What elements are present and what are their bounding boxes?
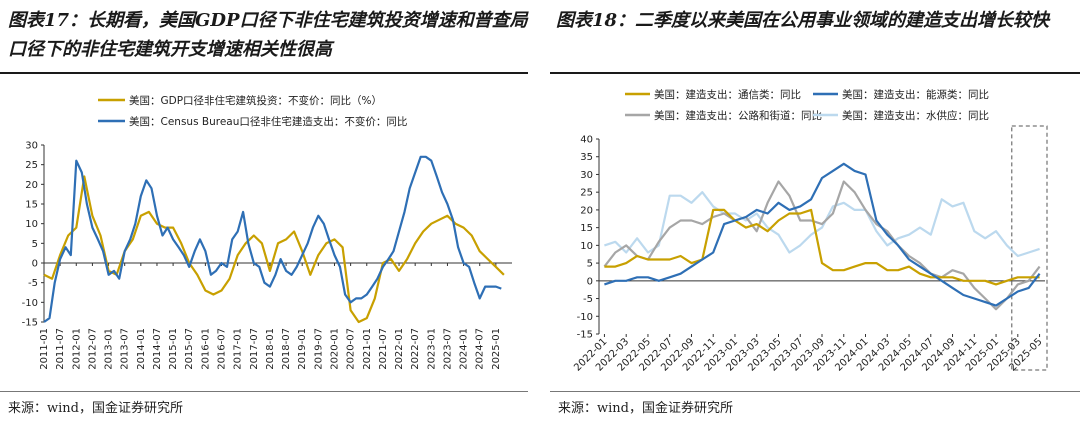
- y-tick-label: 30: [25, 141, 38, 152]
- right-source-rule: [550, 391, 1080, 392]
- y-tick-label: 25: [25, 160, 38, 171]
- x-tick-label: 2021-07: [378, 328, 389, 370]
- y-tick-label: 5: [587, 259, 593, 270]
- x-tick-label: 2023-07: [442, 328, 453, 370]
- y-tick-label: 20: [580, 205, 593, 216]
- y-tick-label: -5: [583, 294, 593, 305]
- y-tick-label: 20: [25, 180, 38, 191]
- x-tick-label: 2022-07: [410, 328, 421, 370]
- legend-label-4: 美国：建造支出：水供应：同比: [842, 109, 989, 122]
- y-tick-label: 10: [25, 219, 38, 230]
- x-tick-label: 2019-07: [313, 328, 324, 370]
- right-title-rule: [550, 72, 1080, 74]
- x-tick-label: 2012-01: [71, 328, 82, 370]
- left-source-note: 来源：wind，国金证券研究所: [8, 401, 183, 416]
- x-tick-label: 2017-07: [249, 328, 260, 370]
- series-line-2: [43, 155, 502, 323]
- left-chart-title: 图表17：长期看，美国GDP口径下非住宅建筑投资增速和普查局口径下的非住宅建筑开…: [8, 10, 528, 60]
- series-line-1: [43, 175, 505, 324]
- x-tick-label: 2025-01: [491, 328, 502, 370]
- series-line-2: [604, 162, 1041, 307]
- y-tick-label: 0: [587, 276, 593, 287]
- y-tick-label: 35: [580, 152, 593, 163]
- y-tick-label: 10: [580, 241, 593, 252]
- y-tick-label: 25: [580, 188, 593, 199]
- series-line-4: [604, 191, 1040, 258]
- x-tick-label: 2014-07: [152, 328, 163, 370]
- y-tick-label: -10: [577, 312, 593, 323]
- x-tick-label: 2015-01: [168, 328, 179, 370]
- x-tick-label: 2014-01: [136, 328, 147, 370]
- x-tick-label: 2023-01: [426, 328, 437, 370]
- x-tick-label: 2020-07: [346, 328, 357, 370]
- y-tick-label: 15: [580, 223, 593, 234]
- y-tick-label: -5: [28, 278, 38, 289]
- x-tick-label: 2012-07: [87, 328, 98, 370]
- series-line-1: [604, 208, 1040, 286]
- y-tick-label: -15: [22, 318, 38, 329]
- y-tick-label: 5: [32, 239, 38, 250]
- right-chart-title: 图表18：二季度以来美国在公用事业领域的建造支出增长较快: [556, 10, 1050, 31]
- y-tick-label: 0: [32, 259, 38, 270]
- left-source-rule: [0, 391, 528, 392]
- x-tick-label: 2016-01: [200, 328, 211, 370]
- x-tick-label: 2020-01: [329, 328, 340, 370]
- x-tick-label: 2018-07: [281, 328, 292, 370]
- x-tick-label: 2011-07: [55, 328, 66, 370]
- y-tick-label: 40: [580, 135, 593, 146]
- left-title-rule: [0, 72, 528, 74]
- legend-label-2: 美国：Census Bureau口径非住宅建造支出：不变价：同比: [129, 115, 407, 128]
- x-tick-label: 2011-01: [39, 328, 50, 370]
- x-tick-label: 2024-07: [475, 328, 486, 370]
- x-tick-label: 2018-01: [265, 328, 276, 370]
- highlight-box: [1011, 125, 1048, 371]
- x-tick-label: 2019-01: [297, 328, 308, 370]
- legend-label-1: 美国：建造支出：通信类：同比: [654, 88, 801, 101]
- x-tick-label: 2015-07: [184, 328, 195, 370]
- x-tick-label: 2013-01: [104, 328, 115, 370]
- right-source-note: 来源：wind，国金证券研究所: [558, 401, 733, 416]
- x-tick-label: 2022-01: [394, 328, 405, 370]
- y-tick-label: -10: [22, 298, 38, 309]
- x-tick-label: 2021-01: [362, 328, 373, 370]
- y-tick-label: 15: [25, 200, 38, 211]
- x-tick-label: 2024-01: [459, 328, 470, 370]
- x-tick-label: 2013-07: [120, 328, 131, 370]
- series-line-3: [603, 180, 1041, 311]
- legend-label-2: 美国：建造支出：能源类：同比: [842, 88, 989, 101]
- legend-label-1: 美国：GDP口径非住宅建筑投资：不变价：同比（%）: [129, 94, 382, 107]
- y-tick-label: -15: [577, 330, 593, 341]
- left-line-chart: -15 -10 -5 0 5 10 15 20 25 30 2011-01 2011-07 2012-0…: [22, 94, 512, 370]
- x-tick-label: 2017-01: [233, 328, 244, 370]
- legend-label-3: 美国：建造支出：公路和街道：同比: [654, 109, 822, 122]
- y-tick-label: 30: [580, 170, 593, 181]
- x-tick-label: 2016-07: [217, 328, 228, 370]
